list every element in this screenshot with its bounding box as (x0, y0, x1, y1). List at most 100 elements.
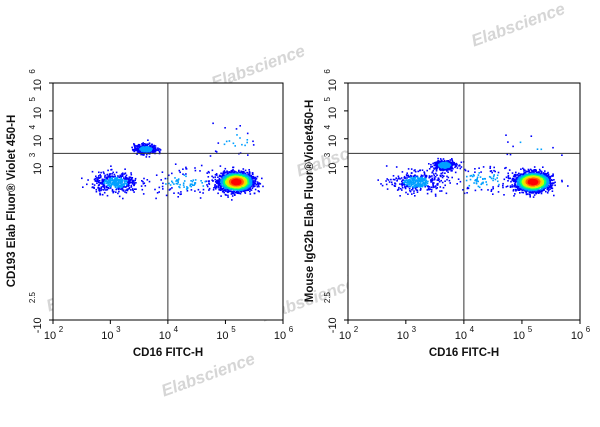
event-dot (133, 183, 135, 186)
event-dot (219, 184, 221, 186)
event-dot (223, 170, 226, 172)
event-dot (202, 188, 205, 191)
event-dot (146, 143, 149, 145)
event-dot (432, 162, 434, 165)
event-dot (508, 177, 510, 180)
event-dot (153, 145, 155, 147)
event-dot (171, 181, 174, 184)
event-dot (512, 190, 515, 192)
event-dot (432, 184, 434, 186)
event-dot (229, 171, 232, 173)
event-dot (528, 171, 531, 174)
event-dot (409, 189, 411, 192)
event-dot (148, 142, 151, 145)
event-dot (443, 161, 446, 163)
event-dot (202, 192, 204, 194)
event-dot (511, 172, 514, 174)
event-dot (525, 189, 528, 191)
event-dot (537, 191, 539, 193)
event-dot (547, 173, 550, 176)
event-dot (241, 143, 243, 146)
event-dot (478, 167, 480, 169)
event-dot (524, 174, 527, 177)
event-dot (244, 169, 247, 172)
event-dot (415, 180, 418, 182)
event-dot (437, 177, 440, 180)
event-dot (392, 175, 395, 177)
event-dot (424, 180, 427, 182)
event-dot (176, 183, 179, 185)
event-dot (554, 181, 556, 184)
event-dot (475, 180, 478, 182)
event-dot (434, 176, 437, 178)
event-dot (502, 184, 504, 187)
event-dot (230, 188, 233, 191)
event-dot (123, 185, 125, 188)
event-dot (120, 182, 122, 185)
event-dot (116, 177, 118, 180)
event-dot (519, 180, 522, 182)
event-dot (426, 182, 429, 185)
event-dot (123, 180, 126, 183)
event-dot (490, 170, 493, 172)
event-dot (400, 177, 403, 179)
y-tick-label: 10 (32, 163, 44, 175)
event-dot (388, 181, 391, 183)
event-dot (255, 178, 257, 180)
event-dot (441, 181, 444, 184)
event-dot (97, 186, 100, 189)
event-dot (142, 145, 144, 147)
event-dot (113, 190, 115, 193)
event-dot (252, 173, 254, 175)
event-dot (114, 175, 116, 177)
event-dot (258, 190, 260, 193)
event-dot (451, 159, 453, 162)
event-dot (183, 174, 186, 176)
event-dot (199, 191, 201, 193)
event-dot (106, 185, 108, 188)
event-dot (476, 179, 478, 181)
event-dot (102, 183, 105, 185)
event-dot (223, 143, 226, 146)
event-dot (550, 186, 553, 188)
event-dot (251, 172, 254, 174)
event-dot (415, 189, 418, 191)
event-dot (251, 181, 254, 184)
event-dot (256, 183, 259, 185)
event-dot (509, 186, 512, 188)
event-dot (412, 177, 415, 180)
event-dot (553, 194, 555, 197)
event-dot (133, 144, 136, 147)
event-dot (527, 170, 530, 173)
event-dot (235, 191, 238, 193)
event-dot (128, 186, 131, 189)
event-dot (109, 187, 112, 189)
event-dot (419, 186, 421, 188)
event-dot (118, 182, 120, 184)
event-dot (173, 183, 175, 185)
event-dot (112, 171, 114, 174)
event-dot (441, 172, 444, 174)
event-dot (438, 168, 441, 170)
event-dot (234, 193, 236, 196)
x-tick-label: 10 (159, 330, 171, 342)
event-dot (441, 176, 444, 179)
event-dot (106, 178, 109, 180)
event-dot (118, 190, 120, 193)
event-dot (463, 192, 466, 195)
event-dot (517, 184, 519, 186)
event-dot (239, 125, 241, 127)
event-dot (220, 195, 222, 197)
event-dot (190, 183, 193, 185)
event-dot (209, 155, 212, 157)
event-dot (519, 173, 522, 175)
event-dot (510, 180, 512, 183)
event-dot (143, 143, 146, 145)
event-dot (224, 167, 227, 170)
event-dot (215, 188, 217, 190)
event-dot (178, 186, 180, 188)
event-dot (539, 173, 542, 175)
event-dot (535, 171, 538, 173)
event-dot (220, 187, 222, 190)
event-dot (134, 179, 136, 182)
